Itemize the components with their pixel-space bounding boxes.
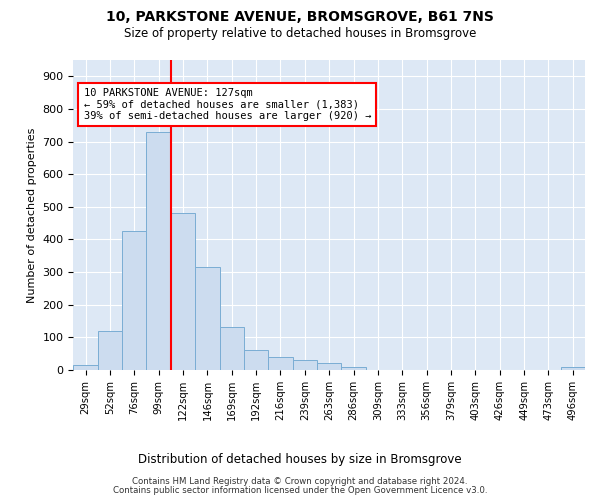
Bar [293, 360, 317, 370]
Text: Distribution of detached houses by size in Bromsgrove: Distribution of detached houses by size … [138, 452, 462, 466]
Y-axis label: Number of detached properties: Number of detached properties [27, 128, 37, 302]
Bar [560, 366, 585, 370]
Bar [244, 350, 268, 370]
Bar [171, 214, 195, 370]
Bar [268, 357, 293, 370]
Text: Size of property relative to detached houses in Bromsgrove: Size of property relative to detached ho… [124, 28, 476, 40]
Text: 10 PARKSTONE AVENUE: 127sqm
← 59% of detached houses are smaller (1,383)
39% of : 10 PARKSTONE AVENUE: 127sqm ← 59% of det… [83, 88, 371, 121]
Text: Contains HM Land Registry data © Crown copyright and database right 2024.: Contains HM Land Registry data © Crown c… [132, 477, 468, 486]
Bar [146, 132, 171, 370]
Bar [195, 267, 220, 370]
Text: Contains public sector information licensed under the Open Government Licence v3: Contains public sector information licen… [113, 486, 487, 495]
Bar [122, 232, 146, 370]
Text: 10, PARKSTONE AVENUE, BROMSGROVE, B61 7NS: 10, PARKSTONE AVENUE, BROMSGROVE, B61 7N… [106, 10, 494, 24]
Bar [98, 331, 122, 370]
Bar [73, 365, 98, 370]
Bar [220, 328, 244, 370]
Bar [341, 366, 366, 370]
Bar [317, 364, 341, 370]
